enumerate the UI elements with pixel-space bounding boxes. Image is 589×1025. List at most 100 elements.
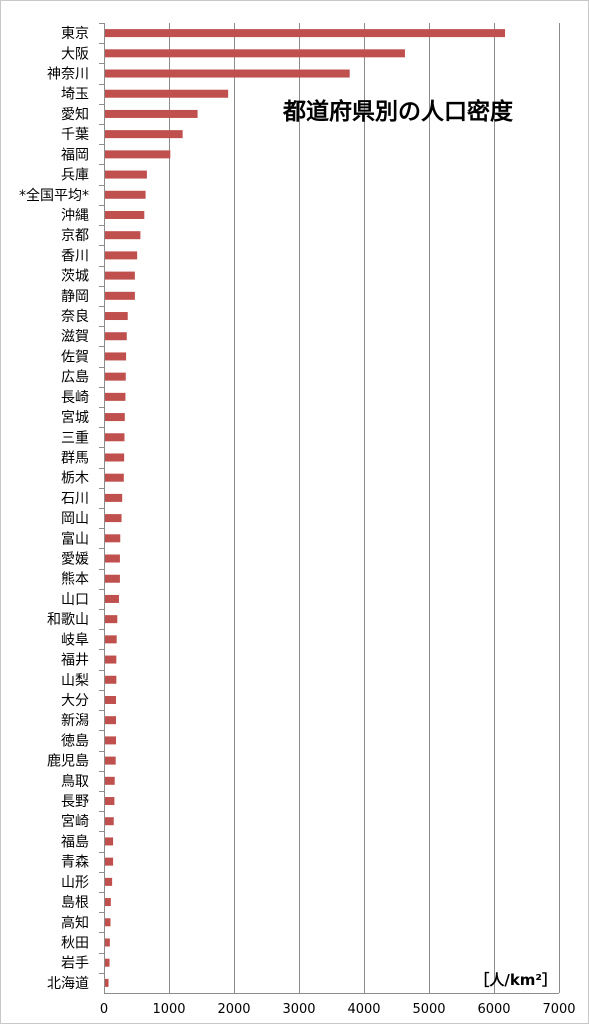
bar (105, 453, 125, 462)
category-label: 岐阜 (61, 631, 89, 648)
category-label: 新潟 (61, 713, 89, 729)
category-label: 香川 (61, 248, 89, 264)
bar (105, 978, 109, 987)
category-label: 静岡 (61, 289, 89, 305)
category-label: 宮城 (61, 410, 89, 426)
bar (105, 716, 117, 725)
category-label: 島根 (61, 895, 89, 911)
x-tick-label: 2000 (217, 1002, 250, 1017)
bar (105, 918, 111, 927)
x-tick-label: 3000 (282, 1002, 315, 1017)
bar (105, 594, 119, 603)
category-label: 鹿児島 (47, 753, 89, 770)
category-label: 山梨 (61, 673, 89, 689)
bar (105, 857, 114, 866)
bar (105, 574, 120, 583)
category-label: 青森 (61, 855, 89, 871)
bar (105, 938, 110, 947)
bar (105, 776, 115, 785)
bar (105, 695, 117, 704)
bar (105, 372, 126, 381)
category-label: 山口 (61, 592, 89, 608)
category-label: 秋田 (61, 935, 89, 951)
x-tick-label: 6000 (477, 1002, 510, 1017)
category-label: 神奈川 (47, 67, 89, 83)
category-label: 奈良 (61, 309, 89, 325)
category-label: 岩手 (61, 956, 89, 972)
unit-label: ［人/km²］ (474, 971, 557, 989)
category-label: 長野 (61, 794, 89, 810)
category-label: 群馬 (61, 450, 89, 466)
bar (105, 877, 113, 886)
category-label: 千葉 (61, 127, 89, 143)
bar (105, 271, 135, 280)
x-tick-label: 1000 (152, 1002, 185, 1017)
bar (105, 69, 350, 78)
category-label: 大分 (61, 693, 89, 709)
category-label: 長崎 (61, 390, 89, 406)
bar (105, 231, 141, 240)
bar (105, 413, 125, 422)
gridlines (169, 23, 560, 993)
bar (105, 534, 121, 543)
bar (105, 312, 128, 321)
x-tick-label: 7000 (542, 1002, 575, 1017)
category-label: 栃木 (61, 471, 89, 487)
bar (105, 29, 506, 38)
category-label: 広島 (61, 370, 89, 386)
bar (105, 352, 127, 361)
category-label: 鳥取 (61, 774, 89, 790)
category-label: 山形 (61, 875, 89, 891)
category-label: 和歌山 (47, 612, 89, 628)
bar (105, 635, 117, 644)
bar (105, 251, 138, 260)
bar (105, 655, 117, 664)
category-label: 岡山 (61, 511, 89, 527)
category-label: 兵庫 (61, 167, 89, 184)
bar (105, 473, 124, 482)
bar (105, 958, 110, 967)
bar (105, 554, 120, 563)
category-label: 宮崎 (61, 814, 89, 830)
bar (105, 433, 125, 442)
category-label: 滋賀 (61, 329, 89, 345)
category-label: 北海道 (47, 976, 89, 992)
category-label: 大阪 (61, 46, 89, 62)
category-label: 福島 (61, 834, 89, 850)
bar (105, 49, 405, 58)
bar (105, 675, 117, 684)
bars (105, 29, 506, 987)
category-label: 富山 (61, 530, 89, 547)
category-label: 愛媛 (61, 552, 89, 568)
axes (99, 23, 559, 994)
category-label: 佐賀 (61, 349, 89, 365)
bar (105, 89, 229, 98)
x-tick-label: 4000 (347, 1002, 380, 1017)
category-label: 福井 (61, 653, 89, 669)
bar (105, 493, 123, 502)
category-label: 京都 (61, 228, 89, 244)
category-label: 愛知 (61, 106, 89, 123)
category-label: 徳島 (61, 733, 89, 749)
category-label: 石川 (61, 491, 89, 507)
bar (105, 332, 127, 341)
bar (105, 736, 117, 745)
bar (105, 150, 171, 159)
category-label: 熊本 (61, 572, 89, 588)
category-label: *全国平均* (19, 187, 89, 204)
category-label: 高知 (61, 914, 89, 931)
category-label: 茨城 (61, 269, 89, 285)
bar (105, 210, 145, 219)
category-label: 東京 (61, 26, 89, 42)
bar (105, 898, 111, 907)
bar (105, 109, 198, 118)
bar (105, 392, 126, 401)
bar (105, 797, 115, 806)
category-label: 埼玉 (61, 87, 89, 103)
category-label: 三重 (61, 430, 89, 446)
bar (105, 170, 147, 179)
chart-title: 都道府県別の人口密度 (282, 98, 514, 125)
bar (105, 291, 135, 300)
